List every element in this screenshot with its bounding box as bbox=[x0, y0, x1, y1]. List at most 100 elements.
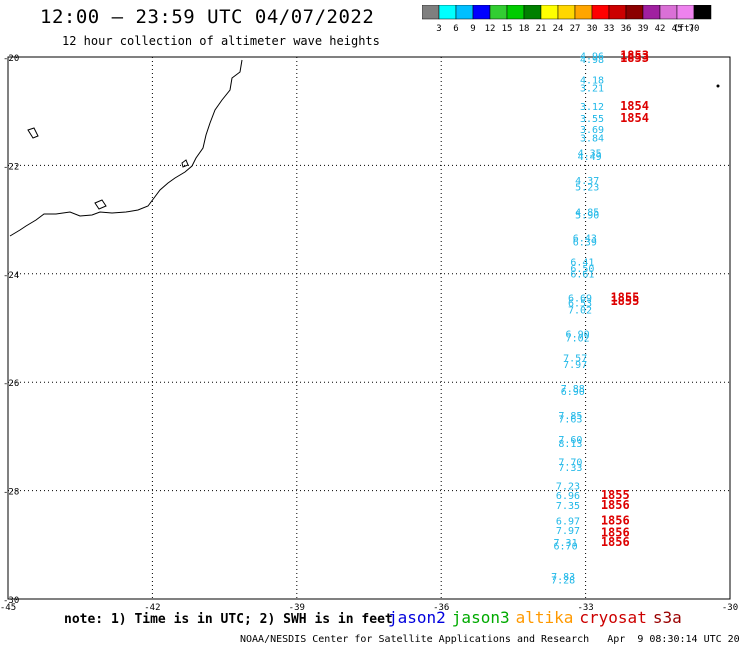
gridlines bbox=[8, 57, 730, 599]
pass-time-label: 1856 bbox=[601, 498, 630, 512]
wave-height-value: 8.13 bbox=[558, 439, 582, 450]
coastline bbox=[9, 59, 243, 237]
wave-height-value: 6.90 bbox=[561, 387, 585, 398]
wave-height-value: 3.21 bbox=[580, 84, 604, 95]
wave-height-value: 4.49 bbox=[578, 152, 602, 163]
station-dot bbox=[716, 84, 720, 88]
color-scale-label: 9 bbox=[470, 24, 475, 34]
longitude-tick-label: -42 bbox=[144, 603, 160, 612]
wave-height-value: 3.84 bbox=[580, 133, 604, 144]
longitude-tick-label: -39 bbox=[289, 603, 305, 612]
wave-height-value: 5.23 bbox=[575, 182, 599, 193]
longitude-tick-label: -30 bbox=[722, 603, 738, 612]
color-scale-unit: (ft) bbox=[673, 24, 695, 34]
wave-height-value: 7.02 bbox=[566, 333, 590, 344]
color-scale-label: 27 bbox=[570, 24, 581, 34]
latitude-tick-label: -28 bbox=[3, 488, 19, 498]
wave-height-value: 4.37 bbox=[575, 176, 599, 187]
coastline-bay bbox=[94, 199, 107, 210]
wave-height-value: 4.96 bbox=[580, 51, 604, 62]
wave-height-value: 3.69 bbox=[580, 125, 604, 136]
wave-height-value: 3.55 bbox=[580, 114, 604, 125]
wave-height-value: 7.33 bbox=[558, 463, 582, 474]
color-swatch bbox=[693, 5, 712, 20]
wave-height-value: 4.35 bbox=[578, 148, 602, 159]
wave-height-value: 4.18 bbox=[580, 75, 604, 86]
color-scale-label: 39 bbox=[638, 24, 649, 34]
color-scale-label: 36 bbox=[621, 24, 632, 34]
wave-height-value: 4.98 bbox=[580, 55, 604, 66]
wave-height-map: -20 -22 -24 -26 -28 -30 -45 -42 -39 -36 -33 -30 4.… bbox=[0, 48, 738, 612]
wave-height-value: 5.90 bbox=[575, 211, 599, 222]
legend-s3a: s3a bbox=[652, 608, 682, 627]
color-scale-label: 45 bbox=[672, 24, 683, 34]
legend-altika: altika bbox=[515, 608, 574, 627]
legend-jason3: jason3 bbox=[451, 608, 510, 627]
units-note: note: 1) Time is in UTC; 2) SWH is in fe… bbox=[64, 612, 393, 627]
color-scale-label: 12 bbox=[485, 24, 496, 34]
pass-time-label: 1855 bbox=[610, 294, 639, 308]
legend-cryosat: cryosat bbox=[579, 608, 647, 627]
latitude-tick-label: -30 bbox=[3, 596, 19, 606]
longitude-tick-label: -36 bbox=[433, 603, 449, 612]
coastline-island bbox=[27, 127, 39, 139]
wave-height-value: 6.70 bbox=[554, 542, 578, 553]
pass-time-labels: 1853185318541854185518551855185618561856… bbox=[601, 48, 649, 549]
wave-height-value: 6.43 bbox=[573, 234, 597, 245]
wave-height-value: 7.70 bbox=[558, 458, 582, 469]
wave-height-value: 7.02 bbox=[568, 306, 592, 317]
coastline-island bbox=[181, 159, 189, 168]
wave-height-value: 4.85 bbox=[575, 207, 599, 218]
wave-height-value: 6.39 bbox=[573, 238, 597, 249]
pass-time-label: 1856 bbox=[601, 535, 630, 549]
map-frame bbox=[7, 56, 731, 600]
chart-title: 12:00 – 23:59 UTC 04/07/2022 bbox=[40, 6, 375, 28]
pass-time-label: 1853 bbox=[620, 48, 649, 62]
color-scale-label: 21 bbox=[536, 24, 547, 34]
wave-height-value: 6.41 bbox=[570, 258, 594, 269]
latitude-tick-label: -24 bbox=[3, 271, 19, 281]
wave-height-value: 6.90 bbox=[566, 330, 590, 341]
wave-height-value: 7.97 bbox=[556, 526, 580, 537]
color-scale-label: 24 bbox=[553, 24, 564, 34]
wave-height-value: 7.85 bbox=[558, 411, 582, 422]
wave-height-value: 7.97 bbox=[563, 360, 587, 371]
pass-time-label: 1855 bbox=[610, 291, 639, 305]
wave-height-value: 6.97 bbox=[556, 517, 580, 528]
wave-height-value: 7.31 bbox=[554, 538, 578, 549]
wave-height-value: 6.96 bbox=[556, 491, 580, 502]
wave-height-values: 4.964.98 4.183.21 3.123.553.693.84 4.354.49… bbox=[551, 51, 604, 586]
wave-height-value: 7.28 bbox=[551, 576, 575, 587]
longitude-tick-label: -33 bbox=[577, 603, 593, 612]
color-scale-label: 42 bbox=[655, 24, 666, 34]
pass-time-label: 1854 bbox=[620, 111, 649, 125]
wave-height-value: 7.63 bbox=[558, 414, 582, 425]
credit-line: NOAA/NESDIS Center for Satellite Applica… bbox=[240, 634, 740, 645]
wave-height-value: 7.88 bbox=[561, 384, 585, 395]
satellite-legend: jason2 jason3 altika cryosat s3a bbox=[388, 608, 688, 627]
color-scale-label: 3 bbox=[436, 24, 441, 34]
wave-height-value: 6.50 bbox=[570, 264, 594, 275]
chart-subtitle: 12 hour collection of altimeter wave hei… bbox=[62, 34, 380, 48]
latitude-tick-label: -20 bbox=[3, 54, 19, 64]
wave-height-value: 6.53 bbox=[568, 298, 592, 309]
color-scale-label: 6 bbox=[453, 24, 458, 34]
wave-height-value: 7.35 bbox=[556, 501, 580, 512]
wave-height-value: 7.23 bbox=[556, 482, 580, 493]
color-scale-label: 30 bbox=[587, 24, 598, 34]
wave-height-value: 7.57 bbox=[563, 354, 587, 365]
color-scale-label: 33 bbox=[604, 24, 615, 34]
legend-jason2: jason2 bbox=[388, 608, 446, 627]
color-scale-label: 18 bbox=[519, 24, 530, 34]
color-scale-label: 15 bbox=[502, 24, 513, 34]
pass-time-label: 1854 bbox=[620, 99, 649, 113]
wave-height-value: 7.60 bbox=[558, 435, 582, 446]
wave-height-value: 7.83 bbox=[551, 572, 575, 583]
pass-time-label: 1856 bbox=[601, 526, 630, 540]
color-scale-bar: 3 6 9 12 15 18 21 24 27 30 33 36 39 42 45 70(ft) bbox=[422, 5, 712, 34]
latitude-labels: -20 -22 -24 -26 -28 -30 bbox=[3, 54, 19, 606]
pass-time-label: 1853 bbox=[620, 51, 649, 65]
wave-height-value: 6.61 bbox=[570, 270, 594, 281]
color-scale-label: 70 bbox=[689, 24, 700, 34]
latitude-tick-label: -26 bbox=[3, 379, 19, 389]
